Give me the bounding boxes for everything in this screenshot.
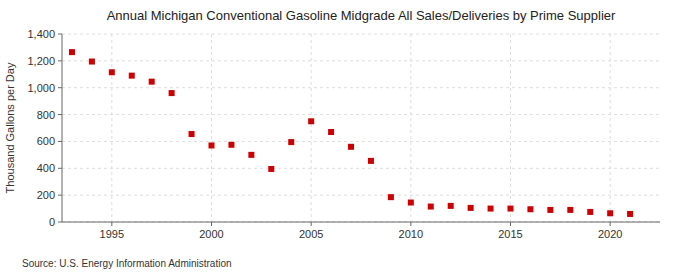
y-tick	[58, 87, 62, 88]
y-grid-line	[62, 195, 660, 196]
point	[388, 194, 394, 200]
y-grid-line	[62, 168, 660, 169]
y-tick-label: 1,400	[27, 28, 55, 40]
axes: 0 200 400 600 800 1,000 1,200 1,400 1995 2000 2005…	[27, 28, 660, 240]
x-tick-label: 2010	[399, 228, 423, 240]
x-tick-label: 2005	[299, 228, 323, 240]
point	[308, 118, 314, 124]
point	[109, 69, 115, 75]
point	[248, 152, 254, 158]
x-grid-line	[311, 34, 312, 222]
point	[547, 207, 553, 213]
point	[69, 49, 75, 55]
y-tick	[58, 168, 62, 169]
y-grid-line	[62, 34, 660, 35]
points	[69, 49, 633, 217]
x-tick	[311, 222, 312, 226]
point	[408, 200, 414, 206]
y-grid-line	[62, 60, 660, 61]
y-grid-line	[62, 87, 660, 88]
point	[328, 129, 334, 135]
point	[428, 204, 434, 210]
x-grid-line	[211, 34, 212, 222]
y-tick	[58, 60, 62, 61]
y-tick	[58, 114, 62, 115]
point	[169, 90, 175, 96]
x-grid-line	[111, 34, 112, 222]
x-grid-line	[610, 34, 611, 222]
y-tick-label: 600	[37, 135, 55, 147]
y-tick	[58, 195, 62, 196]
point	[527, 206, 533, 212]
y-tick	[58, 141, 62, 142]
point	[607, 210, 613, 216]
title: Annual Michigan Conventional Gasoline Mi…	[107, 8, 616, 23]
x-tick	[410, 222, 411, 226]
point	[508, 206, 514, 212]
x-tick-label: 1995	[100, 228, 124, 240]
point	[488, 206, 494, 212]
point	[129, 73, 135, 79]
point	[587, 209, 593, 215]
y-tick-label: 1,200	[27, 55, 55, 67]
y-tick-label: 1,000	[27, 82, 55, 94]
point	[448, 203, 454, 209]
point	[567, 207, 573, 213]
point	[627, 211, 633, 217]
x-tick	[510, 222, 511, 226]
x-tick-label: 2020	[598, 228, 622, 240]
chart-container: 0 200 400 600 800 1,000 1,200 1,400 1995 2000 2005…	[0, 0, 675, 275]
y-tick-label: 800	[37, 109, 55, 121]
point	[368, 158, 374, 164]
x-tick	[211, 222, 212, 226]
x-grid-line	[410, 34, 411, 222]
y-tick-label: 400	[37, 162, 55, 174]
x-tick	[610, 222, 611, 226]
point	[209, 142, 215, 148]
y-tick	[58, 34, 62, 35]
chart-svg: 0 200 400 600 800 1,000 1,200 1,400 1995 2000 2005…	[0, 0, 675, 275]
point	[228, 142, 234, 148]
point	[468, 205, 474, 211]
y-tick-label: 0	[49, 216, 55, 228]
y-grid-line	[62, 141, 660, 142]
point	[149, 79, 155, 85]
x-tick	[111, 222, 112, 226]
point	[268, 166, 274, 172]
y-axis-line	[62, 34, 63, 222]
y-tick-label: 200	[37, 189, 55, 201]
point	[89, 59, 95, 65]
y-tick	[58, 222, 62, 223]
grid	[62, 34, 660, 222]
y-grid-line	[62, 222, 660, 223]
x-tick-label: 2000	[199, 228, 223, 240]
point	[288, 139, 294, 145]
x-grid-line	[510, 34, 511, 222]
point	[189, 131, 195, 137]
y-grid-line	[62, 114, 660, 115]
x-axis-line	[62, 222, 660, 223]
page: {"chart_data": {"type": "scatter", "titl…	[0, 0, 675, 275]
point	[348, 144, 354, 150]
y-axis-label: Thousand Gallons per Day	[4, 62, 16, 193]
x-tick-label: 2015	[498, 228, 522, 240]
source-note: Source: U.S. Energy Information Administ…	[22, 258, 232, 269]
